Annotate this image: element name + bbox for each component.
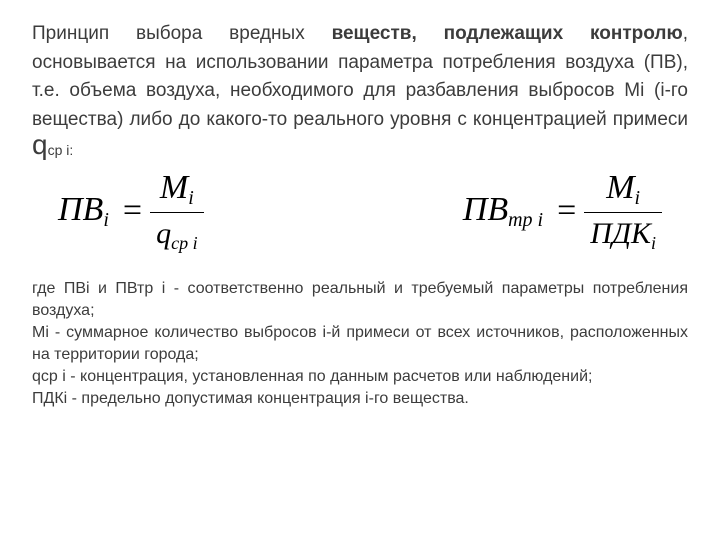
formula-1-den-main: q [156, 217, 171, 250]
formula-2-den: ПДКi [584, 213, 662, 254]
formula-1-num-sub: i [188, 187, 194, 209]
formula-2-num: Mi [600, 169, 646, 212]
formula-1-den: qср i [150, 213, 204, 254]
legend-line-3: qср i - концентрация, установленная по д… [32, 366, 688, 388]
formula-1-lhs: ПВi [58, 191, 109, 232]
equals-sign: = [557, 192, 576, 230]
formula-2-num-sub: i [635, 187, 641, 209]
legend-block: где ПВi и ПВтр i - соответственно реальн… [32, 278, 688, 410]
legend-line-4: ПДКi - предельно допустимая концентрация… [32, 388, 688, 410]
legend-line-2: Mi - суммарное количество выбросов i-й п… [32, 322, 688, 366]
formula-1-lhs-main: ПВ [58, 191, 103, 228]
formulas-row: ПВi = Mi qср i ПВтр i = Mi [32, 169, 688, 255]
formula-2-lhs-sub: тр i [508, 209, 543, 231]
formula-2-den-main: ПДК [590, 217, 651, 250]
formula-1-lhs-sub: i [103, 209, 109, 231]
q-letter: q [32, 129, 48, 160]
main-text-bold: веществ, подлежащих контролю [332, 23, 683, 44]
formula-1-fraction: Mi qср i [150, 169, 204, 255]
formula-1-den-sub: ср i [171, 233, 198, 253]
formula-1: ПВi = Mi qср i [58, 169, 204, 255]
formula-1-num: Mi [154, 169, 200, 212]
formula-2-lhs-main: ПВ [463, 191, 508, 228]
formula-2-num-main: M [606, 169, 634, 206]
equals-sign: = [123, 192, 142, 230]
page-root: Принцип выбора вредных веществ, подлежащ… [0, 0, 720, 540]
main-paragraph: Принцип выбора вредных веществ, подлежащ… [32, 20, 688, 163]
formula-2: ПВтр i = Mi ПДКi [463, 169, 662, 255]
formula-2-fraction: Mi ПДКi [584, 169, 662, 255]
formula-1-num-main: M [160, 169, 188, 206]
main-text-1: Принцип выбора вредных [32, 23, 332, 44]
legend-line-1: где ПВi и ПВтр i - соответственно реальн… [32, 278, 688, 322]
formula-2-den-sub: i [651, 233, 656, 253]
formula-2-lhs: ПВтр i [463, 191, 543, 232]
q-sub: ср i: [48, 142, 74, 158]
